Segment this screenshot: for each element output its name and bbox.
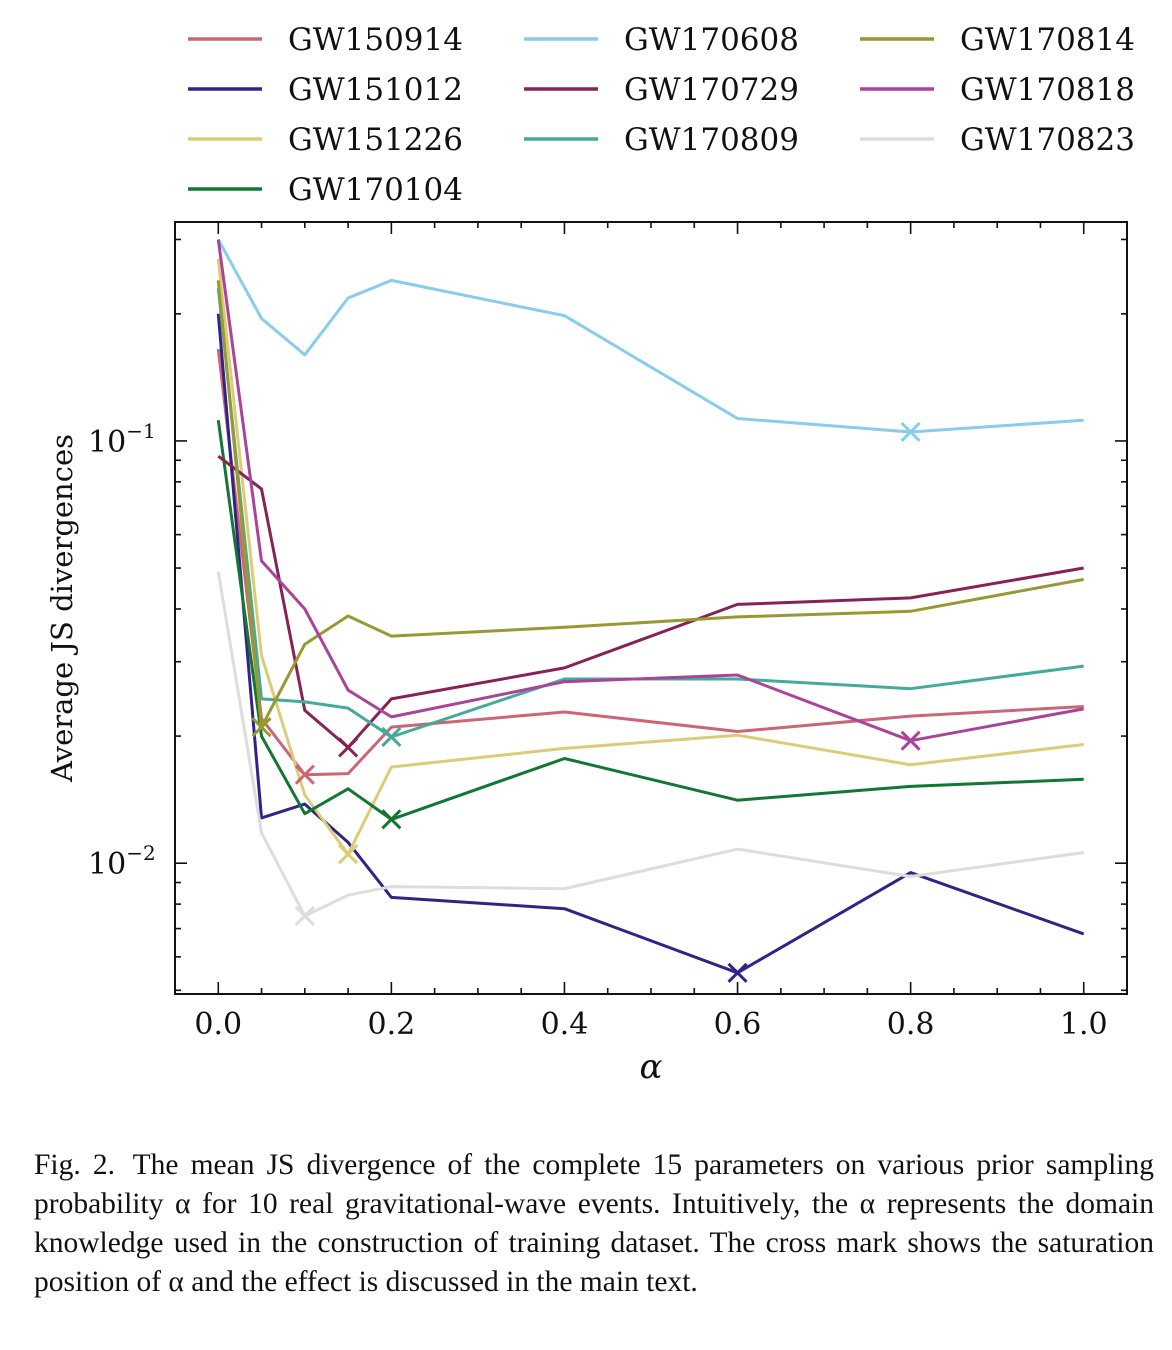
x-tick-label: 0.8 <box>887 1007 935 1042</box>
saturation-cross-GW170814 <box>251 717 272 738</box>
plot-frame <box>174 221 1128 995</box>
legend-item-GW151226: GW151226 <box>188 122 463 158</box>
y-tick-label: 10−2 <box>88 841 156 882</box>
series-line-GW151226 <box>216 258 1084 856</box>
legend-label: GW170823 <box>960 122 1135 158</box>
saturation-cross-GW170809 <box>381 726 402 748</box>
series-lines <box>216 238 1085 975</box>
legend: GW150914 GW151012 GW151226 GW170104 GW170608… <box>188 22 1135 208</box>
saturation-cross-GW170608 <box>900 421 921 443</box>
saturation-cross-GW150914 <box>294 764 315 785</box>
legend-label: GW170608 <box>624 22 799 58</box>
y-tick-labels: 10−2 10−1 <box>88 419 156 882</box>
saturation-cross-GW151226 <box>338 844 359 865</box>
figure-caption: Fig. 2. The mean JS divergence of the co… <box>34 1146 1154 1302</box>
saturation-cross-GW170818 <box>900 730 921 751</box>
legend-item-GW170818: GW170818 <box>860 72 1135 108</box>
figure: GW150914 GW151012 GW151226 GW170104 GW170608… <box>45 22 1135 1087</box>
saturation-cross-GW170729 <box>338 737 359 758</box>
x-tick-label: 0.4 <box>541 1007 589 1042</box>
series-line-GW170608 <box>216 238 1084 434</box>
series-line-GW151012 <box>216 313 1085 975</box>
legend-label: GW170818 <box>960 72 1135 108</box>
series-line-GW170814 <box>216 280 1084 729</box>
legend-item-GW170823: GW170823 <box>860 122 1135 158</box>
legend-item-GW170104: GW170104 <box>188 172 463 208</box>
series-line-GW170729 <box>217 455 1084 749</box>
legend-label: GW170104 <box>288 172 463 208</box>
series-line-GW170823 <box>216 571 1084 918</box>
saturation-cross-GW170823 <box>294 905 315 927</box>
x-axis-label: α <box>640 1047 663 1087</box>
x-tick-label: 0.2 <box>368 1007 416 1042</box>
y-axis-label: Average JS divergences <box>45 434 79 783</box>
legend-item-GW151012: GW151012 <box>188 72 463 108</box>
legend-item-GW150914: GW150914 <box>188 22 463 58</box>
legend-item-GW170608: GW170608 <box>524 22 799 58</box>
legend-label: GW170814 <box>960 22 1135 58</box>
saturation-markers <box>251 421 921 983</box>
x-tick-label: 0.6 <box>714 1007 762 1042</box>
legend-item-GW170809: GW170809 <box>524 122 799 158</box>
legend-item-GW170814: GW170814 <box>860 22 1135 58</box>
caption-label: Fig. 2. <box>34 1149 115 1181</box>
series-line-GW170818 <box>216 239 1084 743</box>
caption-text: The mean JS divergence of the complete 1… <box>34 1149 1155 1298</box>
legend-label: GW150914 <box>288 22 463 58</box>
x-tick-label: 1.0 <box>1060 1007 1108 1042</box>
x-tick-labels: 0.0 0.2 0.4 0.6 0.8 1.0 <box>194 1007 1107 1042</box>
saturation-cross-GW151012 <box>727 962 748 983</box>
legend-label: GW151226 <box>288 122 463 158</box>
series-line-GW150914 <box>216 348 1084 777</box>
legend-label: GW170729 <box>624 72 799 108</box>
legend-label: GW151012 <box>288 72 463 108</box>
series-line-GW170809 <box>216 288 1084 739</box>
legend-item-GW170729: GW170729 <box>524 72 799 108</box>
legend-label: GW170809 <box>624 122 799 158</box>
x-tick-label: 0.0 <box>194 1007 242 1042</box>
y-tick-label: 10−1 <box>88 419 156 460</box>
saturation-cross-GW170104 <box>381 809 402 830</box>
